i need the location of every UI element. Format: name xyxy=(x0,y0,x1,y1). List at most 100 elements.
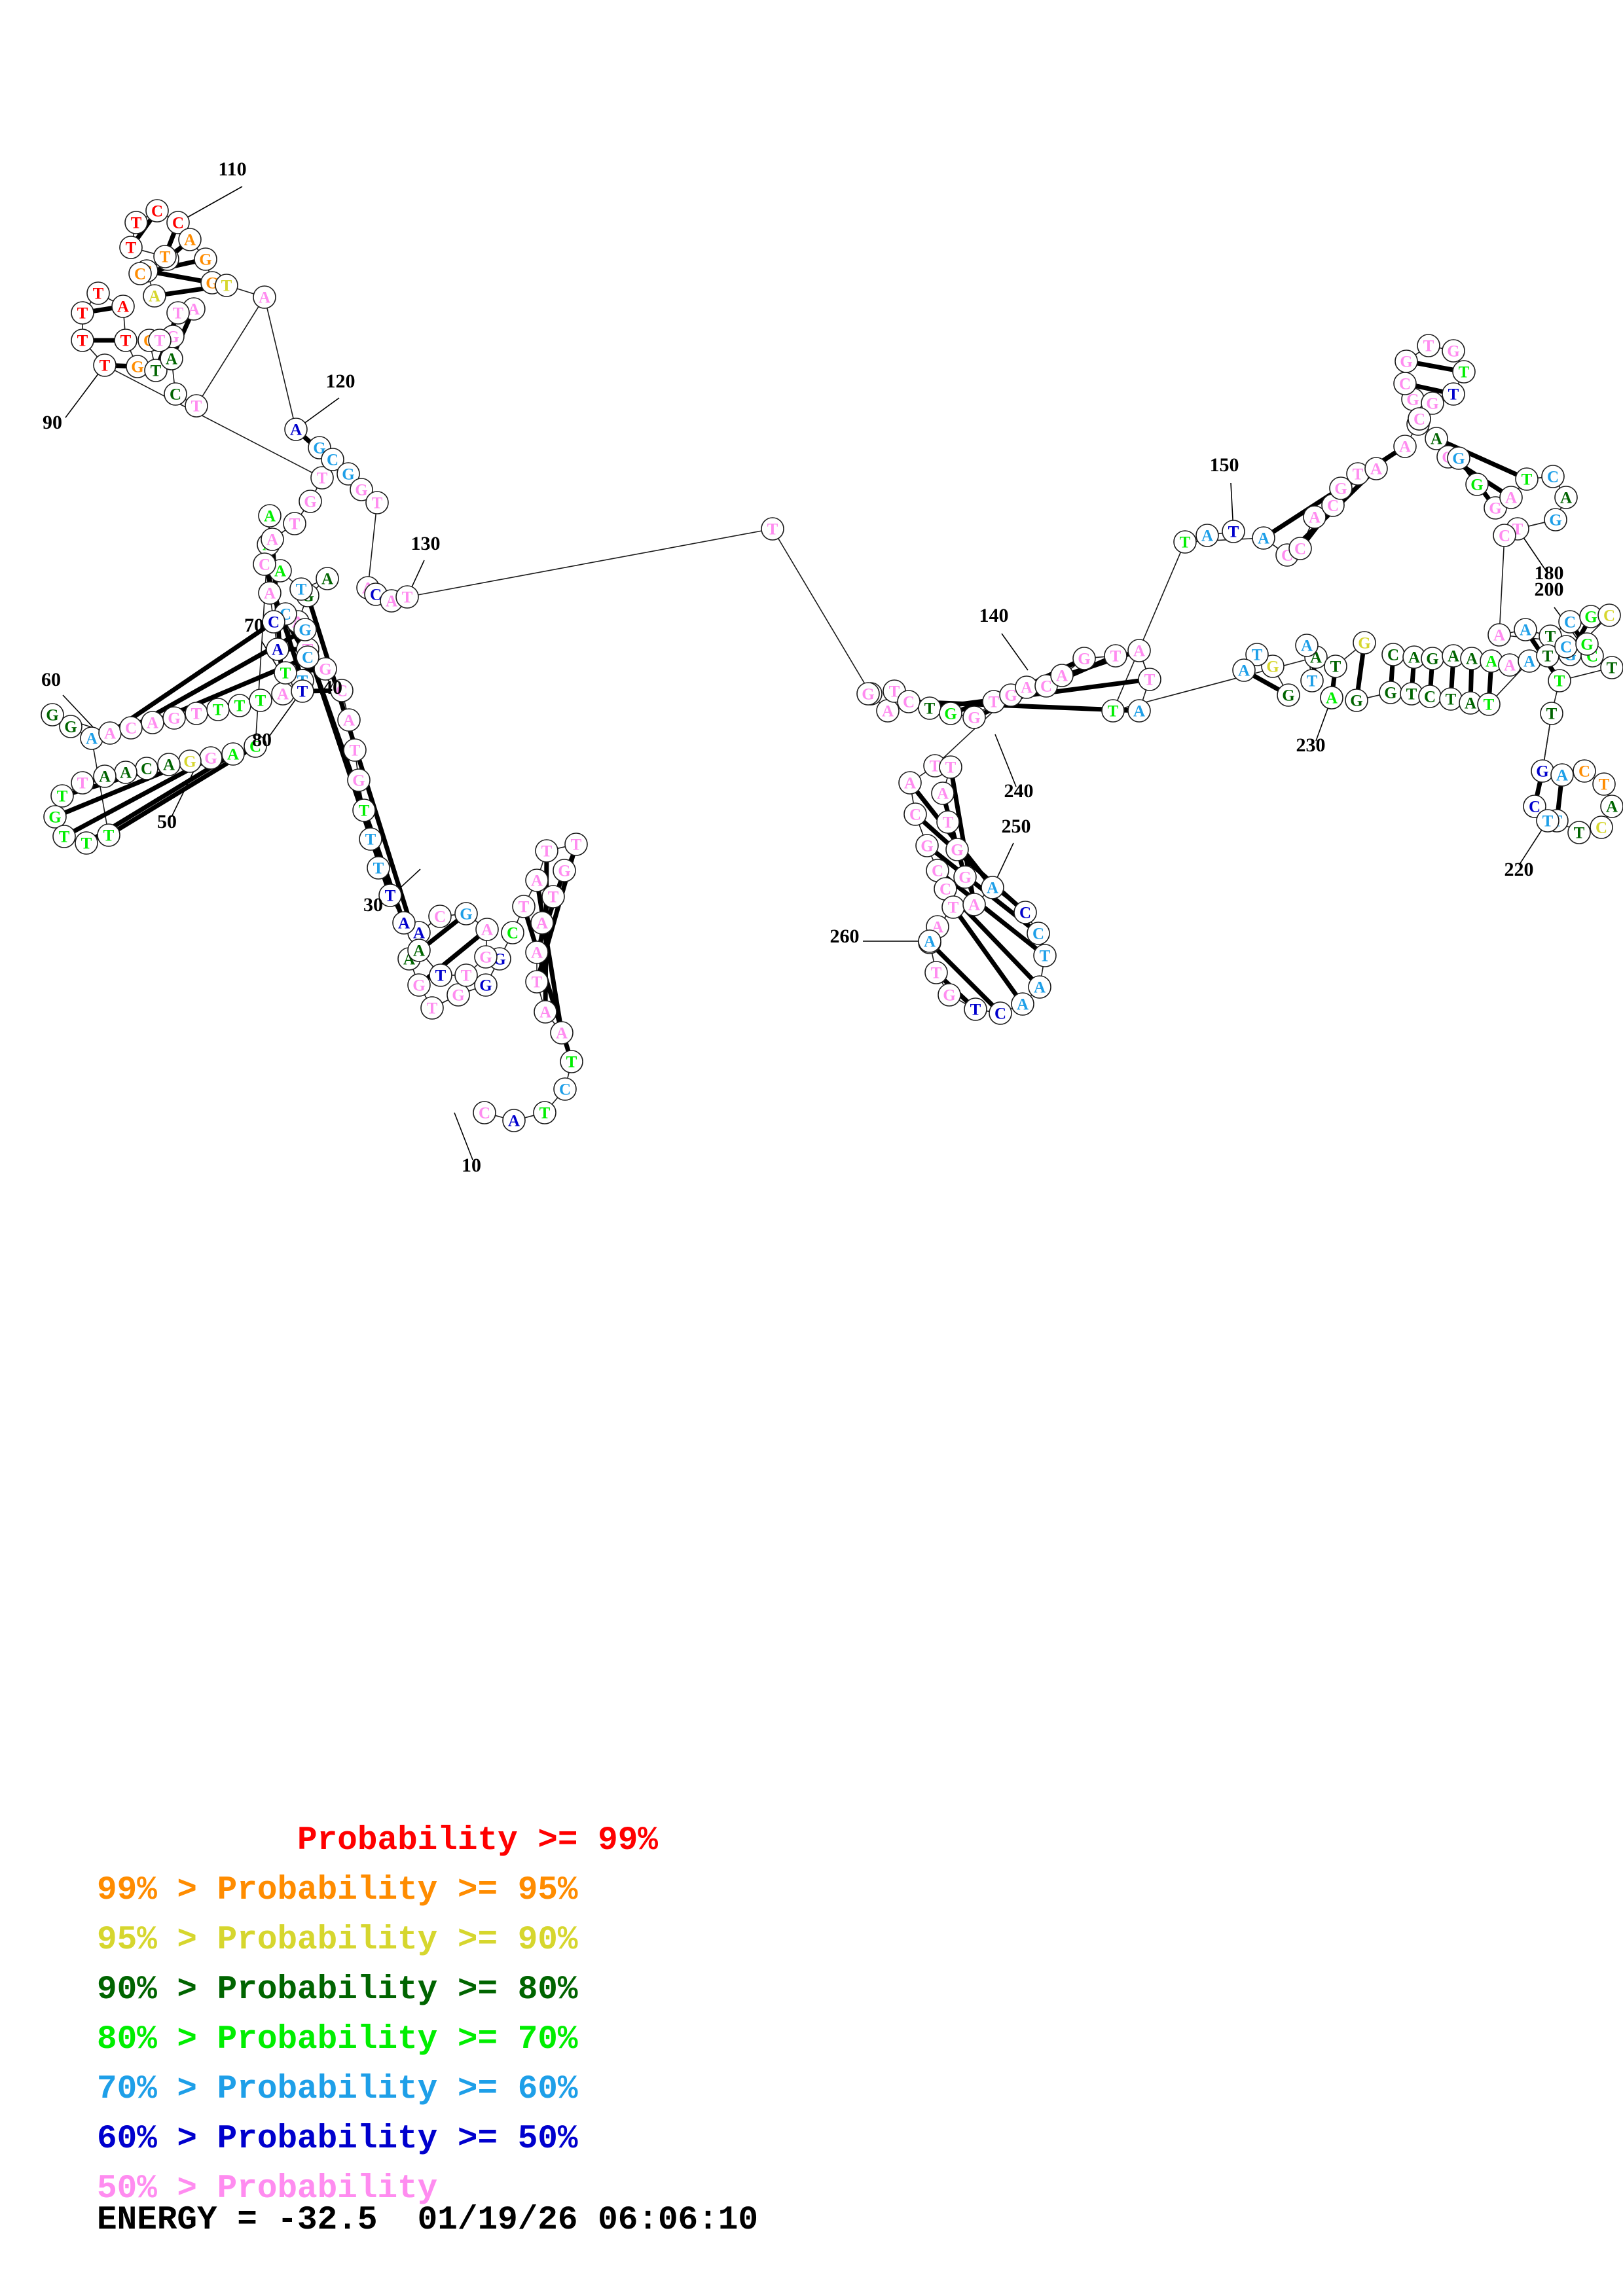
nucleotide: C xyxy=(1027,922,1050,945)
nucleotide: A xyxy=(392,911,416,935)
nucleotide-circle xyxy=(296,645,319,669)
nucleotide-letter: A xyxy=(184,232,196,249)
nucleotide: G xyxy=(1345,689,1368,712)
sequence-position-label: 70 xyxy=(244,615,264,636)
nucleotide-letter: G xyxy=(48,809,61,827)
position-leader-line xyxy=(994,734,1017,787)
nucleotide-circle xyxy=(343,738,367,762)
backbone-link xyxy=(958,999,966,1005)
nucleotide: C xyxy=(145,199,169,223)
nucleotide-letter: T xyxy=(519,899,530,916)
nucleotide: C xyxy=(1418,685,1442,708)
nucleotide: G xyxy=(59,715,82,738)
nucleotide-circle xyxy=(314,657,337,681)
nucleotide: A xyxy=(271,682,295,706)
backbone-link xyxy=(468,988,476,992)
nucleotide: G xyxy=(553,859,576,882)
nucleotide-letter: A xyxy=(99,768,111,786)
nucleotide-letter: T xyxy=(77,775,88,793)
nucleotide: A xyxy=(1600,795,1623,818)
nucleotide: G xyxy=(347,768,371,792)
nucleotide-letter: T xyxy=(1542,813,1554,831)
nucleotide-letter: T xyxy=(943,814,954,832)
backbone-link xyxy=(301,510,304,515)
position-leader-line xyxy=(177,186,243,223)
nucleotide-circle xyxy=(428,905,452,928)
nucleotide-letter: T xyxy=(566,1054,577,1071)
legend-row: Probability >= 99% xyxy=(97,1822,658,1859)
nucleotide-letter: G xyxy=(1358,635,1370,653)
nucleotide-circle xyxy=(1515,467,1539,491)
nucleotide: C xyxy=(553,1077,577,1101)
backbone-link xyxy=(1116,552,1182,701)
nucleotide: T xyxy=(71,301,94,325)
nucleotide-circle xyxy=(1320,686,1343,709)
nucleotide: T xyxy=(512,895,536,918)
nucleotide-circle xyxy=(194,247,217,271)
nucleotide-circle xyxy=(1567,821,1591,844)
nucleotide-circle xyxy=(144,359,168,382)
sequence-position-label: 40 xyxy=(323,677,342,698)
nucleotide: A xyxy=(981,876,1004,899)
nucleotide: A xyxy=(1127,639,1151,662)
base-pair-bond xyxy=(72,761,203,834)
nucleotide-letter: A xyxy=(1309,509,1321,527)
nucleotide-letter: C xyxy=(259,556,270,574)
nucleotide-circle xyxy=(1514,618,1537,641)
nucleotide-letter: C xyxy=(151,203,163,221)
nucleotide: A xyxy=(1459,691,1482,715)
nucleotide-circle xyxy=(541,885,565,908)
nucleotide: T xyxy=(367,856,390,880)
nucleotide: T xyxy=(525,970,549,994)
nucleotide-letter: A xyxy=(274,563,286,581)
nucleotide-letter: C xyxy=(302,649,314,667)
nucleotide-letter: A xyxy=(1021,679,1032,697)
nucleotide: T xyxy=(420,996,444,1020)
position-leader-line xyxy=(171,770,194,817)
nucleotide-circle xyxy=(148,329,172,352)
nucleotide-letter: C xyxy=(1529,798,1541,816)
legend-row: 60% > Probability >= 50% xyxy=(97,2121,578,2158)
nucleotide-circle xyxy=(316,567,339,590)
nucleotide-letter: A xyxy=(1465,695,1476,713)
nucleotide-letter: G xyxy=(342,466,354,484)
backbone-link xyxy=(1277,675,1284,686)
nucleotide-letter: T xyxy=(1040,948,1051,965)
nucleotide-circle xyxy=(989,1001,1012,1025)
sequence-position-label: 260 xyxy=(830,925,860,947)
nucleotide-letter: G xyxy=(1584,609,1597,626)
nucleotide-circle xyxy=(350,478,373,501)
nucleotide: T xyxy=(249,689,272,712)
nucleotide: A xyxy=(1402,645,1426,669)
nucleotide-letter: T xyxy=(100,357,111,375)
base-pair-bond xyxy=(1252,673,1281,692)
nucleotide: A xyxy=(258,581,282,605)
nucleotide-circle xyxy=(918,929,941,953)
nucleotide-letter: G xyxy=(958,869,971,887)
nucleotide-letter: A xyxy=(117,298,129,316)
nucleotide-circle xyxy=(145,199,169,223)
nucleotide-circle xyxy=(945,838,969,861)
sequence-position-label: 110 xyxy=(218,158,246,180)
nucleotide-letter: T xyxy=(317,470,328,488)
nucleotide-letter: T xyxy=(365,831,376,849)
base-pair-bond xyxy=(116,749,248,832)
nucleotide: G xyxy=(1395,350,1418,373)
nucleotide: G xyxy=(43,805,67,829)
nucleotide: T xyxy=(352,798,376,822)
sequence-position-label: 130 xyxy=(411,533,441,554)
nucleotide-letter: C xyxy=(268,614,280,632)
nucleotide: G xyxy=(350,478,373,501)
nucleotide-letter: T xyxy=(1448,386,1459,404)
nucleotide-letter: G xyxy=(131,359,143,376)
nucleotide-letter: C xyxy=(909,806,921,824)
base-pair-bond xyxy=(949,831,957,840)
nucleotide: A xyxy=(1442,644,1465,668)
nucleotide-letter: T xyxy=(234,698,246,715)
nucleotide: A xyxy=(931,781,955,805)
backbone-link xyxy=(528,889,533,897)
nucleotide-letter: G xyxy=(1078,651,1090,668)
backbone-link xyxy=(114,370,313,473)
nucleotide-circle xyxy=(153,245,177,268)
nucleotide-letter: A xyxy=(266,531,278,549)
